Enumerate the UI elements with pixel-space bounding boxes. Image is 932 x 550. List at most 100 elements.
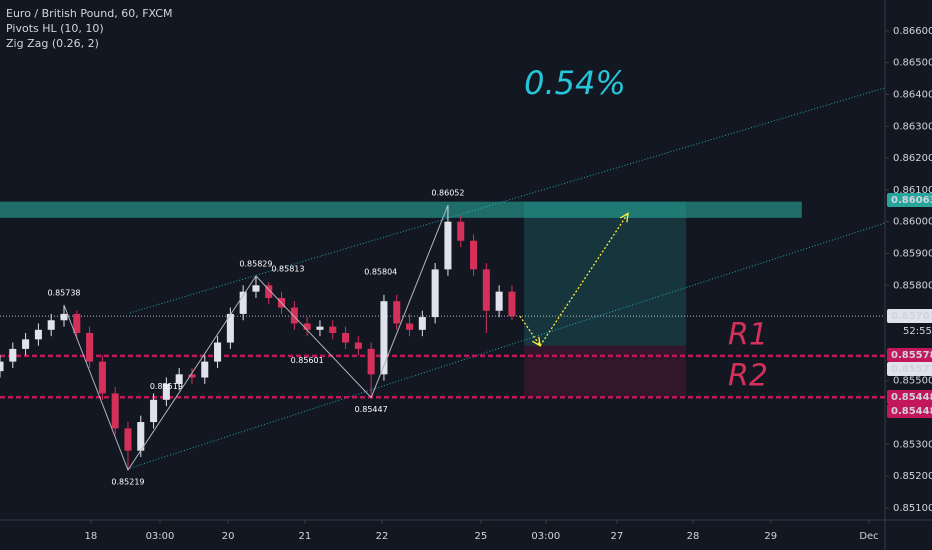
y-tick-label: 0.86500 bbox=[893, 58, 932, 69]
channel-line bbox=[129, 222, 886, 469]
y-tick-label: 0.85100 bbox=[893, 503, 932, 514]
price-label: 0.86063 bbox=[891, 195, 932, 206]
price-label-box bbox=[887, 390, 932, 404]
x-tick-label: 29 bbox=[764, 531, 777, 542]
y-tick-label: 0.86000 bbox=[893, 217, 932, 228]
x-tick-label: 18 bbox=[85, 531, 98, 542]
candle-body bbox=[406, 323, 414, 330]
pivot-label: 0.85219 bbox=[111, 478, 144, 487]
y-tick-label: 0.86600 bbox=[893, 26, 932, 37]
y-tick-label: 0.85800 bbox=[893, 280, 932, 291]
indicator-label: Zig Zag (0.26, 2) bbox=[6, 37, 99, 50]
indicator-label: Pivots HL (10, 10) bbox=[6, 22, 104, 35]
pivot-label: 0.85447 bbox=[355, 405, 388, 414]
x-tick-label: 28 bbox=[687, 531, 700, 542]
pivot-label: 0.85829 bbox=[239, 260, 272, 269]
price-label: 0.85703 bbox=[891, 311, 932, 322]
candle-body bbox=[201, 361, 209, 378]
candle-body bbox=[34, 329, 42, 340]
candle-body bbox=[354, 342, 362, 349]
countdown-box bbox=[887, 324, 932, 338]
candle-body bbox=[290, 307, 298, 324]
candle-body bbox=[175, 374, 183, 384]
price-label: 0.85448 bbox=[891, 392, 932, 403]
target-area bbox=[524, 201, 686, 346]
candle-body bbox=[418, 317, 426, 330]
candle-body bbox=[0, 361, 4, 372]
price-label-box bbox=[887, 309, 932, 323]
stop-area bbox=[524, 345, 686, 398]
price-label-box bbox=[887, 193, 932, 207]
candle-body bbox=[137, 422, 145, 451]
candle-body bbox=[457, 221, 465, 241]
y-tick-label: 0.86400 bbox=[893, 89, 932, 100]
price-label: 0.85448 bbox=[891, 406, 932, 417]
channel-line bbox=[129, 87, 886, 314]
y-tick-label: 0.85300 bbox=[893, 439, 932, 450]
price-label: 0.85577 bbox=[891, 364, 932, 375]
candle-body bbox=[265, 285, 273, 299]
candle-body bbox=[86, 332, 94, 362]
y-tick-label: 0.85200 bbox=[893, 471, 932, 482]
candle-body bbox=[124, 428, 132, 451]
candle-body bbox=[342, 332, 350, 343]
x-tick-label: 03:00 bbox=[531, 531, 560, 542]
pivot-label: 0.86052 bbox=[431, 189, 464, 198]
candle-body bbox=[393, 301, 401, 324]
projection-arrow bbox=[519, 213, 629, 347]
y-tick-label: 0.85500 bbox=[893, 376, 932, 387]
candle-body bbox=[9, 348, 17, 362]
candle-body bbox=[470, 240, 478, 270]
candle-body bbox=[73, 313, 81, 333]
price-label-box bbox=[887, 362, 932, 376]
candle-body bbox=[111, 393, 119, 429]
percent-annotation: 0.54% bbox=[524, 64, 626, 102]
candle-body bbox=[316, 326, 324, 330]
candle-body bbox=[47, 320, 55, 330]
candle-body bbox=[214, 342, 222, 362]
level-label: R2 bbox=[728, 359, 768, 394]
y-tick-label: 0.86200 bbox=[893, 153, 932, 164]
price-label-box bbox=[887, 348, 932, 362]
x-tick-label: 21 bbox=[299, 531, 312, 542]
arrow-head bbox=[531, 336, 541, 347]
candle-body bbox=[444, 221, 452, 270]
price-label-box bbox=[887, 404, 932, 418]
candle-body bbox=[98, 361, 106, 394]
chart-title: Euro / British Pound, 60, FXCM bbox=[6, 7, 172, 20]
x-tick-label: 22 bbox=[376, 531, 389, 542]
level-label: R1 bbox=[728, 317, 768, 352]
x-tick-label: Dec bbox=[859, 531, 878, 542]
candle-body bbox=[162, 383, 170, 400]
price-label: 0.85578 bbox=[891, 350, 932, 361]
candle-body bbox=[495, 291, 503, 311]
candle-body bbox=[150, 399, 158, 423]
arrow-head bbox=[619, 212, 629, 223]
y-tick-label: 0.86100 bbox=[893, 185, 932, 196]
candle-body bbox=[367, 348, 375, 375]
y-tick-label: 0.86300 bbox=[893, 121, 932, 132]
candle-body bbox=[252, 285, 260, 292]
x-tick-label: 20 bbox=[222, 531, 235, 542]
resistance-zone bbox=[0, 201, 802, 218]
candle-body bbox=[22, 339, 30, 349]
pivot-label: 0.85519 bbox=[150, 382, 183, 391]
pivot-label: 0.85601 bbox=[291, 356, 324, 365]
y-tick-label: 0.85900 bbox=[893, 248, 932, 259]
pivot-label: 0.85804 bbox=[364, 268, 397, 277]
candle-body bbox=[239, 291, 247, 314]
candle-body bbox=[60, 313, 68, 321]
x-tick-label: 03:00 bbox=[146, 531, 175, 542]
candle-body bbox=[329, 326, 337, 333]
candle-body bbox=[380, 301, 388, 375]
x-tick-label: 27 bbox=[611, 531, 624, 542]
x-tick-label: 25 bbox=[475, 531, 488, 542]
candle-body bbox=[226, 313, 234, 343]
candle-body bbox=[303, 323, 311, 330]
candle-body bbox=[482, 269, 490, 311]
countdown: 52:55 bbox=[903, 326, 932, 337]
zigzag bbox=[63, 204, 449, 472]
pivot-label: 0.85813 bbox=[271, 265, 304, 274]
